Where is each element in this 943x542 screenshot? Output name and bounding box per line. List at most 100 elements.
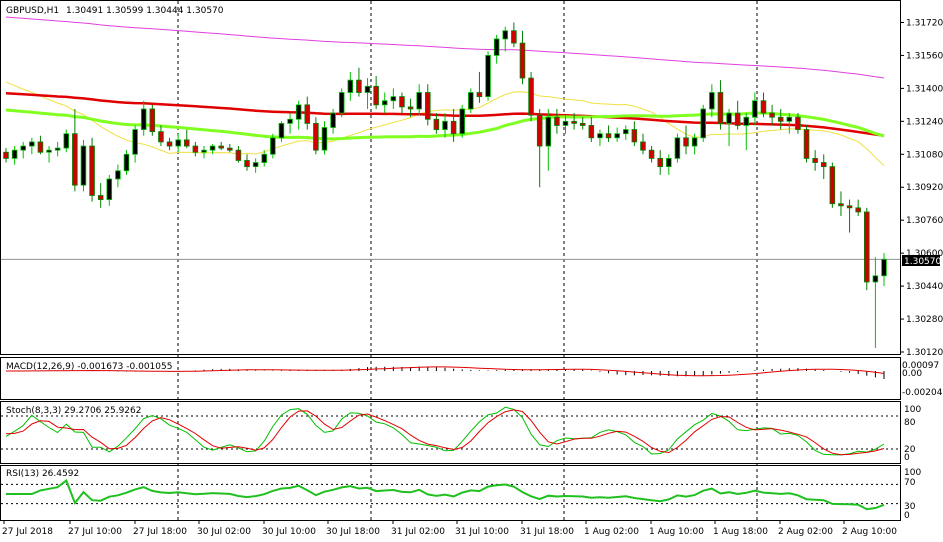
candle[interactable] <box>183 129 190 149</box>
candle[interactable] <box>459 104 465 138</box>
candle[interactable] <box>442 113 448 138</box>
candle[interactable] <box>691 133 698 155</box>
candle[interactable] <box>545 108 552 171</box>
candle[interactable] <box>700 104 707 142</box>
candle[interactable] <box>795 113 801 134</box>
candle[interactable] <box>37 135 44 155</box>
candle[interactable] <box>270 133 276 159</box>
candle[interactable] <box>769 104 775 126</box>
candle[interactable] <box>261 150 268 167</box>
candle[interactable] <box>734 100 741 130</box>
candle[interactable] <box>416 84 422 116</box>
candle[interactable] <box>313 117 319 155</box>
candle[interactable] <box>175 133 181 153</box>
candle[interactable] <box>674 133 681 163</box>
candle[interactable] <box>838 191 844 217</box>
price-axis[interactable]: 1.31720 1.31560 1.31400 1.31240 1.31080 1.309… <box>900 18 943 358</box>
candle[interactable] <box>743 113 750 151</box>
candle[interactable] <box>97 183 104 208</box>
candle[interactable] <box>717 80 724 130</box>
candle[interactable] <box>373 76 379 109</box>
candle[interactable] <box>752 92 758 126</box>
candle[interactable] <box>855 199 861 217</box>
candle[interactable] <box>46 146 52 163</box>
candle[interactable] <box>80 139 87 192</box>
candle[interactable] <box>278 121 285 142</box>
candle[interactable] <box>562 115 569 134</box>
candle[interactable] <box>536 108 543 188</box>
candle[interactable] <box>407 98 414 118</box>
candle[interactable] <box>468 88 474 114</box>
candle[interactable] <box>476 71 483 103</box>
candle[interactable] <box>433 113 440 134</box>
candle[interactable] <box>123 150 130 175</box>
candle[interactable] <box>218 141 224 151</box>
candle[interactable] <box>29 137 35 155</box>
candle[interactable] <box>571 113 577 130</box>
candle[interactable] <box>425 84 431 126</box>
candle[interactable] <box>450 108 457 142</box>
candle[interactable] <box>709 84 715 118</box>
candle[interactable] <box>881 253 887 287</box>
candle[interactable] <box>777 108 784 130</box>
candle[interactable] <box>511 22 517 48</box>
candle[interactable] <box>235 146 242 163</box>
candle[interactable] <box>864 207 870 291</box>
candle[interactable] <box>201 146 207 159</box>
candle[interactable] <box>330 108 336 134</box>
candle[interactable] <box>244 154 250 171</box>
candle[interactable] <box>812 150 818 171</box>
candle[interactable] <box>502 26 509 52</box>
candle[interactable] <box>631 121 638 147</box>
candle[interactable] <box>338 88 345 118</box>
candle[interactable] <box>493 34 500 64</box>
candle[interactable] <box>622 125 629 140</box>
candle[interactable] <box>399 92 405 114</box>
candle[interactable] <box>803 125 810 163</box>
candle[interactable] <box>321 121 328 155</box>
candle[interactable] <box>11 146 18 165</box>
candle[interactable] <box>657 150 663 175</box>
candle[interactable] <box>227 143 233 153</box>
candle[interactable] <box>579 117 586 130</box>
candle[interactable] <box>364 78 371 109</box>
candle[interactable] <box>158 125 164 147</box>
candle[interactable] <box>554 108 560 134</box>
candle[interactable] <box>485 51 491 101</box>
candle[interactable] <box>287 113 293 134</box>
candle[interactable] <box>54 141 61 157</box>
candle[interactable] <box>786 113 793 134</box>
candle[interactable] <box>726 108 732 147</box>
candles[interactable] <box>3 22 887 348</box>
candle[interactable] <box>605 125 612 142</box>
candle[interactable] <box>347 71 354 101</box>
candle[interactable] <box>683 125 689 155</box>
candle[interactable] <box>846 199 853 233</box>
candle[interactable] <box>760 92 767 118</box>
candle[interactable] <box>192 141 199 157</box>
candle[interactable] <box>588 117 595 142</box>
candle[interactable] <box>829 162 836 208</box>
candle[interactable] <box>115 164 121 188</box>
candle[interactable] <box>209 143 216 155</box>
candle[interactable] <box>252 158 259 173</box>
candle[interactable] <box>666 154 672 175</box>
time-axis[interactable]: 27 Jul 2018 27 Jul 10:00 27 Jul 18:00 30 Ju… <box>2 520 897 537</box>
candle[interactable] <box>356 67 362 97</box>
candle[interactable] <box>72 108 78 192</box>
candle[interactable] <box>295 100 302 130</box>
candle[interactable] <box>528 71 534 122</box>
candle[interactable] <box>820 154 827 179</box>
candle[interactable] <box>149 104 156 136</box>
candle[interactable] <box>614 127 620 142</box>
candle[interactable] <box>648 146 655 163</box>
candle[interactable] <box>872 257 879 348</box>
candle[interactable] <box>381 92 388 114</box>
candle[interactable] <box>640 133 646 155</box>
candle[interactable] <box>140 100 147 136</box>
candle[interactable] <box>20 141 26 159</box>
candle[interactable] <box>3 148 9 163</box>
candle[interactable] <box>166 137 173 151</box>
candle[interactable] <box>597 129 603 147</box>
